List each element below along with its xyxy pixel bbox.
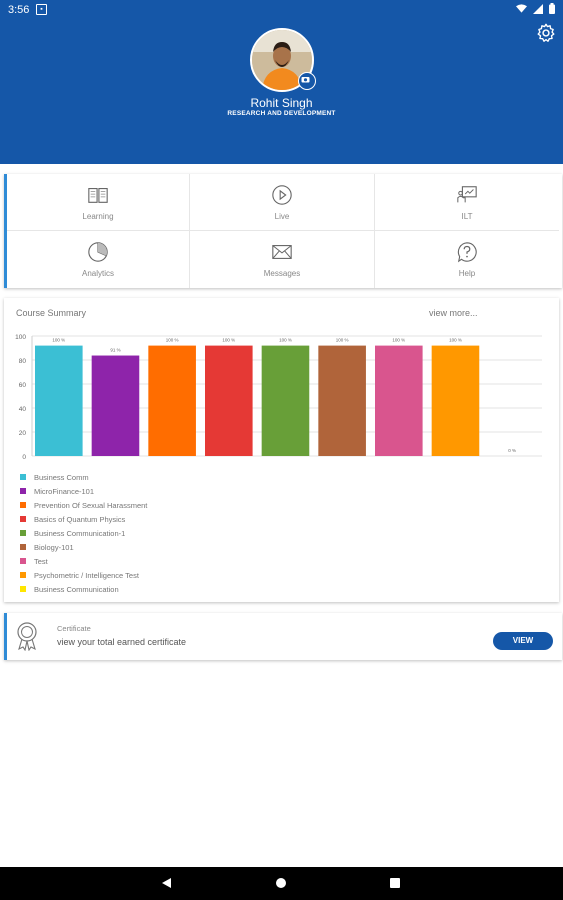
status-time: 3:56 (8, 4, 30, 16)
y-tick-label: 0 (22, 454, 26, 461)
book-icon (88, 187, 108, 203)
legend-item: MicroFinance-101 (20, 484, 147, 498)
bar-data-label: 91 % (110, 348, 120, 353)
status-bar: 3:56 ▪ (0, 0, 563, 20)
home-icon[interactable] (276, 878, 286, 888)
certificate-subtitle: view your total earned certificate (57, 637, 187, 647)
view-more-link[interactable]: view more... (429, 308, 478, 318)
certificate-title: Certificate (57, 624, 91, 633)
menu-item-live[interactable]: Live (190, 174, 375, 231)
legend-item: Business Communication (20, 582, 147, 596)
menu-label: Live (274, 211, 290, 221)
legend-item: Prevention Of Sexual Harassment (20, 498, 147, 512)
legend-item: Test (20, 554, 147, 568)
chart-bar (318, 345, 366, 456)
camera-icon[interactable] (298, 72, 316, 90)
menu-item-help[interactable]: Help (375, 231, 559, 288)
legend-label: Biology-101 (34, 542, 74, 552)
legend-label: Business Communication (34, 584, 119, 594)
legend-swatch (20, 502, 26, 508)
menu-label: Analytics (81, 269, 114, 278)
bar-data-label: 100 % (449, 338, 462, 343)
recents-icon[interactable] (390, 878, 400, 888)
chart-bar (261, 345, 310, 456)
signal-icon (533, 3, 543, 14)
help-icon (457, 242, 477, 263)
menu-item-messages[interactable]: Messages (190, 231, 375, 288)
bar-data-label: 100 % (392, 338, 405, 343)
course-summary-card: Course Summary view more... 0 20 40 60 80 100… (4, 298, 559, 602)
menu-card: Learning Live ILT Analytics Messages Hel… (4, 174, 562, 288)
bar-data-label: 100 % (222, 338, 235, 343)
legend-label: Psychometric / Intelligence Test (34, 570, 139, 580)
legend-label: Business Communication-1 (34, 528, 126, 538)
user-department: RESEARCH AND DEVELOPMENT (227, 110, 336, 117)
legend-label: Business Comm (34, 472, 89, 482)
legend-item: Biology-101 (20, 540, 147, 554)
chart-legend: Business Comm MicroFinance-101 Prevention … (20, 470, 147, 596)
chart-bar (431, 345, 480, 456)
legend-swatch (20, 586, 26, 592)
certificate-card[interactable]: Certificate view your total earned certi… (4, 613, 562, 660)
classroom-icon (457, 185, 477, 202)
legend-item: Psychometric / Intelligence Test (20, 568, 147, 582)
chart-bar (35, 345, 83, 456)
legend-swatch (20, 516, 26, 522)
avatar[interactable] (250, 28, 314, 92)
view-certificate-button[interactable]: VIEW (493, 632, 553, 650)
legend-swatch (20, 488, 26, 494)
legend-swatch (20, 558, 26, 564)
menu-label: Learning (82, 211, 114, 221)
summary-title: Course Summary (16, 308, 87, 318)
legend-label: Test (34, 556, 48, 566)
bar-data-label: 100 % (279, 338, 292, 343)
menu-label: Help (458, 269, 476, 278)
y-tick-label: 100 (15, 334, 26, 341)
legend-item: Basics of Quantum Physics (20, 512, 147, 526)
back-icon[interactable] (162, 878, 171, 888)
notification-icon: ▪ (36, 4, 47, 15)
mail-icon (272, 245, 292, 259)
bar-data-label: 100 % (336, 338, 349, 343)
chart-bar (148, 345, 196, 456)
legend-swatch (20, 544, 26, 550)
gear-icon[interactable] (535, 22, 557, 44)
legend-label: Prevention Of Sexual Harassment (34, 500, 148, 510)
certificate-badge-icon (17, 622, 37, 651)
menu-item-ilt[interactable]: ILT (375, 174, 559, 231)
system-nav-bar (0, 867, 563, 900)
user-name: Rohit Singh (250, 96, 313, 110)
bar-data-label: 100 % (166, 338, 179, 343)
legend-label: MicroFinance-101 (34, 486, 95, 496)
legend-label: Basics of Quantum Physics (34, 514, 126, 524)
y-tick-label: 40 (19, 406, 27, 413)
chart-bar (91, 355, 140, 456)
chart-bar (375, 345, 423, 456)
bar-data-label: 100 % (52, 338, 65, 343)
legend-swatch (20, 572, 26, 578)
profile-photo (252, 30, 312, 90)
chart-bar (205, 345, 253, 456)
pie-chart-icon (88, 242, 108, 262)
menu-item-analytics[interactable]: Analytics (7, 231, 190, 288)
menu-label: ILT (461, 211, 473, 221)
bar-data-label: 0 % (508, 448, 516, 453)
legend-item: Business Communication-1 (20, 526, 147, 540)
status-icons (516, 3, 555, 14)
menu-label: Messages (263, 269, 301, 278)
course-progress-chart: 0 20 40 60 80 100 100 % 91 % 100 % 100 % 100 % 100 … (15, 334, 542, 461)
y-tick-label: 20 (19, 430, 27, 437)
legend-swatch (20, 530, 26, 536)
legend-item: Business Comm (20, 470, 147, 484)
menu-item-learning[interactable]: Learning (7, 174, 190, 231)
battery-icon (549, 3, 555, 14)
y-tick-label: 80 (19, 358, 27, 365)
wifi-icon (516, 3, 527, 13)
legend-swatch (20, 474, 26, 480)
profile-header: Rohit Singh RESEARCH AND DEVELOPMENT (0, 20, 563, 164)
y-tick-label: 60 (19, 382, 27, 389)
play-icon (272, 184, 292, 205)
